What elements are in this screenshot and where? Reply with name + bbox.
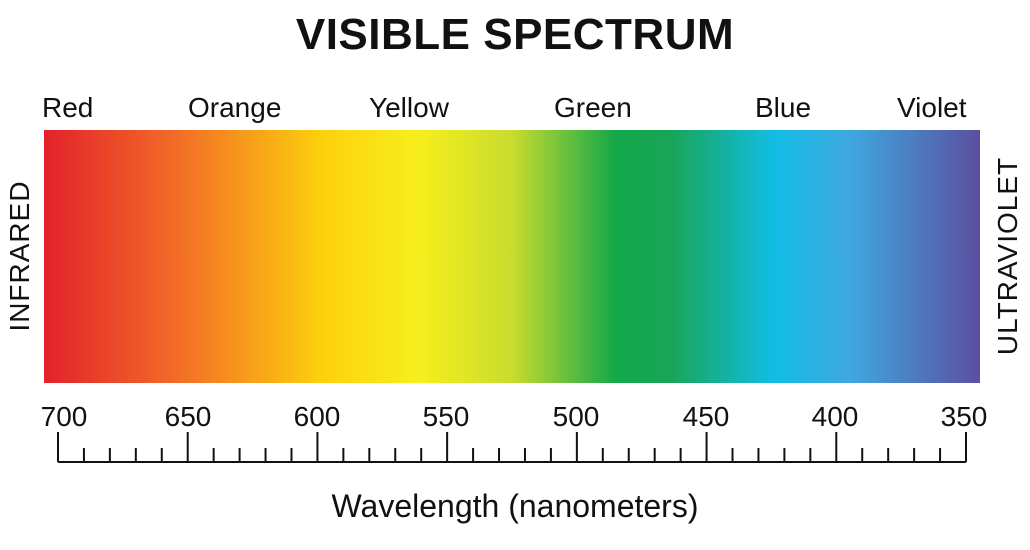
tick-label: 650 bbox=[164, 401, 212, 432]
color-label-blue: Blue bbox=[755, 92, 812, 123]
axis-title: Wavelength (nanometers) bbox=[331, 488, 699, 524]
color-label-green: Green bbox=[554, 92, 632, 123]
tick-label: 400 bbox=[811, 401, 859, 432]
page-title: VISIBLE SPECTRUM bbox=[295, 10, 735, 59]
tick-label: 700 bbox=[40, 401, 88, 432]
tick-label: 450 bbox=[682, 401, 730, 432]
color-label-yellow: Yellow bbox=[369, 92, 449, 123]
tick-label: 600 bbox=[293, 401, 341, 432]
tick-label: 500 bbox=[552, 401, 600, 432]
infrared-label: INFRARED bbox=[4, 180, 35, 332]
spectrum-band bbox=[44, 130, 980, 383]
color-label-violet: Violet bbox=[897, 92, 967, 123]
wavelength-scale-ruler bbox=[57, 432, 967, 463]
color-label-orange: Orange bbox=[188, 92, 282, 123]
color-name-labels: Red Orange Yellow Green Blue Violet bbox=[0, 92, 1030, 132]
color-label-red: Red bbox=[42, 92, 94, 123]
tick-label: 550 bbox=[422, 401, 470, 432]
tick-label: 350 bbox=[940, 401, 988, 432]
ultraviolet-label: ULTRAVIOLET bbox=[992, 156, 1023, 356]
